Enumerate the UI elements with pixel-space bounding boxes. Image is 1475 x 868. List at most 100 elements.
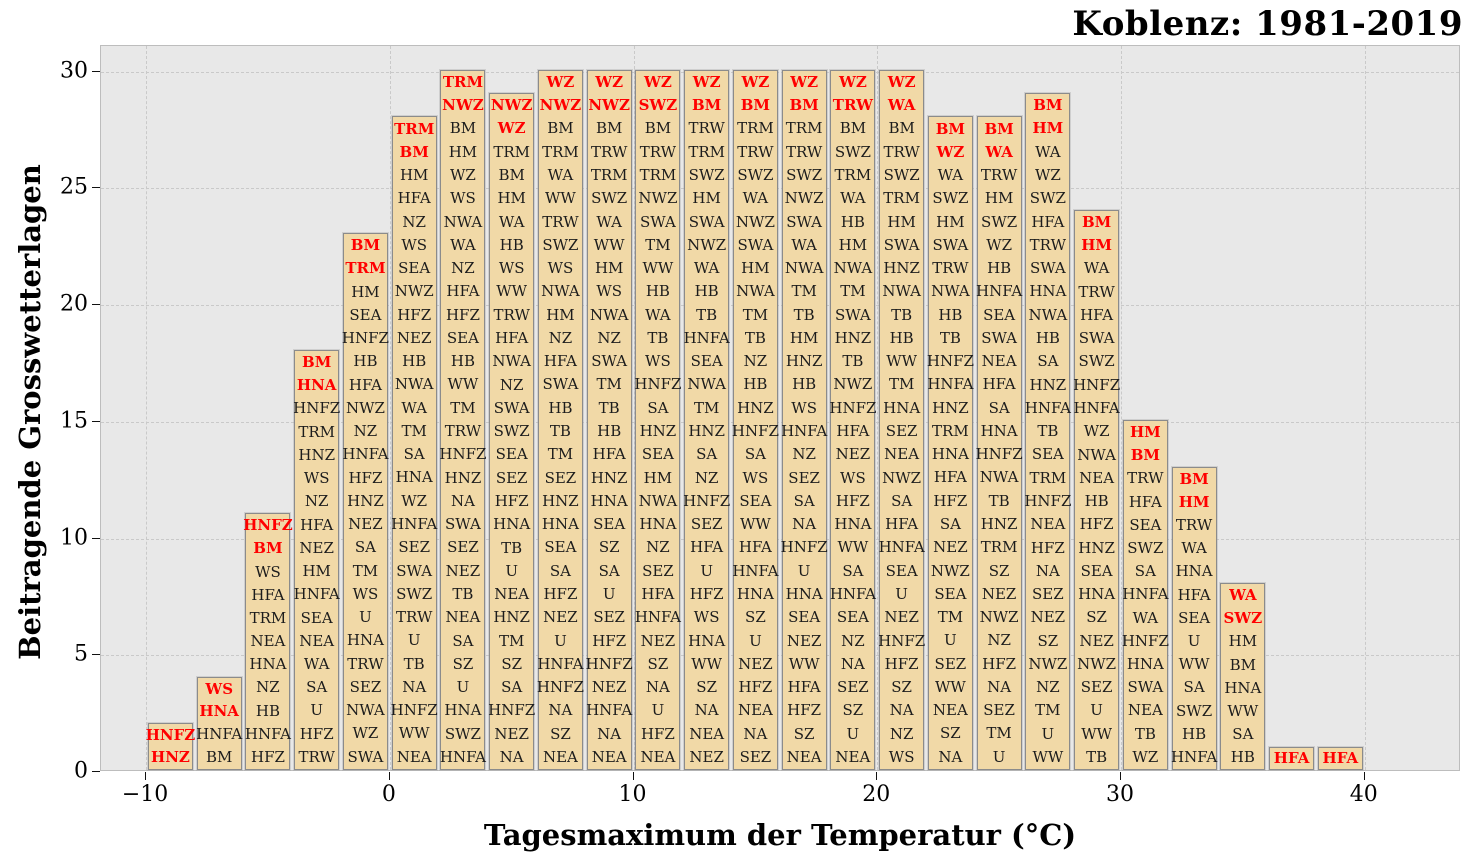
gwl-cell: HFA bbox=[1273, 748, 1310, 767]
gwl-cell: WZ bbox=[1083, 422, 1110, 441]
gwl-cell: SEZ bbox=[788, 468, 820, 487]
gwl-cell: SWA bbox=[396, 561, 433, 580]
gwl-cell: HNZ bbox=[298, 445, 335, 464]
gwl-cell: WZ bbox=[692, 72, 721, 91]
gwl-cell: TRM bbox=[1029, 468, 1067, 487]
gwl-cell: NEZ bbox=[543, 608, 578, 627]
gwl-cell: HFA bbox=[787, 678, 821, 697]
gwl-cell: BM bbox=[789, 96, 819, 115]
gwl-cell: HNFA bbox=[1171, 747, 1218, 766]
y-tick-mark bbox=[92, 654, 100, 656]
gwl-cell: TRM bbox=[639, 165, 677, 184]
gwl-cell: TRM bbox=[394, 119, 435, 138]
gwl-cell: NWZ bbox=[442, 96, 484, 115]
gwl-cell: TB bbox=[744, 328, 766, 347]
gwl-cell: HFZ bbox=[445, 305, 480, 324]
gwl-cell: U bbox=[1041, 724, 1055, 743]
gwl-cell: HFA bbox=[592, 445, 626, 464]
gwl-cell: BM bbox=[498, 166, 525, 185]
gwl-cell: SEZ bbox=[690, 515, 723, 534]
gwl-cell: BM bbox=[449, 119, 477, 138]
gwl-cell: HNFZ bbox=[829, 398, 877, 417]
temperature-bar-17C: WZ BM TRM TRW SWZ NWZ SWA WA NWA TM TB HM HNZ HB WS HNF… bbox=[781, 69, 828, 770]
gwl-cell: WS bbox=[596, 282, 623, 301]
gwl-cell: NWA bbox=[1028, 305, 1068, 324]
temperature-bar-21C: WZ WA BM TRW SWZ TRM HM SWA HNZ NWA TB HB WW TM HNA SEZ… bbox=[878, 69, 925, 770]
gwl-cell: TB bbox=[988, 491, 1010, 510]
gwl-cell: HFZ bbox=[738, 678, 773, 697]
gwl-cell: HNZ bbox=[785, 352, 823, 371]
gwl-cell: SEA bbox=[788, 608, 821, 627]
gwl-cell: NA bbox=[743, 724, 768, 743]
gwl-cell: WA bbox=[1132, 608, 1159, 627]
gwl-cell: HFZ bbox=[543, 585, 578, 604]
gwl-cell: TM bbox=[840, 282, 866, 301]
gwl-cell: U bbox=[944, 631, 957, 650]
gwl-cell: TRW bbox=[883, 142, 920, 161]
gwl-cell: SEA bbox=[544, 538, 577, 557]
gwl-cell: HM bbox=[887, 212, 916, 231]
gwl-cell: SWA bbox=[688, 212, 725, 231]
gwl-cell: NZ bbox=[694, 468, 719, 487]
gwl-cell: TRW bbox=[1127, 469, 1164, 488]
gwl-cell: WZ bbox=[986, 235, 1013, 254]
plot-area: HNFZ HNZ WS HNA HNFA BM HNFZ BM WS HFA TRM NEA HNA NZ… bbox=[100, 45, 1460, 771]
gwl-cell: HM bbox=[1032, 119, 1064, 138]
gwl-cell: SEA bbox=[398, 259, 431, 278]
gwl-cell: NZ bbox=[548, 328, 573, 347]
gwl-cell: TRM bbox=[590, 165, 628, 184]
vertical-gridline bbox=[146, 46, 148, 770]
gwl-cell: TRM bbox=[785, 119, 823, 138]
gwl-cell: TM bbox=[888, 375, 915, 394]
gwl-cell: HNFA bbox=[1024, 398, 1071, 417]
gwl-cell: SWA bbox=[834, 305, 871, 324]
gwl-cell: HNA bbox=[395, 468, 433, 487]
gwl-cell: SA bbox=[647, 398, 669, 417]
gwl-cell: SWA bbox=[347, 747, 384, 766]
x-tick-mark bbox=[1120, 772, 1121, 780]
gwl-cell: NEA bbox=[396, 747, 432, 766]
gwl-cell: HNFA bbox=[586, 701, 633, 720]
gwl-cell: WZ bbox=[1034, 166, 1061, 185]
gwl-cell: HNA bbox=[1029, 282, 1067, 301]
gwl-cell: HNA bbox=[883, 398, 921, 417]
gwl-cell: WA bbox=[1035, 142, 1061, 161]
gwl-cell: SZ bbox=[793, 724, 815, 743]
gwl-cell: SEZ bbox=[934, 654, 967, 673]
gwl-cell: SEA bbox=[983, 305, 1016, 324]
gwl-cell: NA bbox=[792, 515, 817, 534]
gwl-cell: SA bbox=[939, 515, 961, 534]
gwl-cell: WS bbox=[888, 747, 915, 766]
gwl-cell: SEA bbox=[641, 445, 674, 464]
gwl-cell: HNFA bbox=[244, 724, 292, 743]
temperature-bar-1C: TRM BM HM HFA NZ WS SEA NWZ HFZ NEZ HB NWA WA TM SA HNA… bbox=[391, 116, 438, 770]
gwl-cell: WS bbox=[840, 468, 866, 487]
gwl-cell: BM bbox=[644, 119, 672, 138]
gwl-cell: HFA bbox=[1128, 492, 1162, 511]
gwl-cell: U bbox=[505, 561, 518, 580]
gwl-cell: SWZ bbox=[834, 142, 871, 161]
gwl-cell: HNZ bbox=[834, 328, 872, 347]
gwl-cell: SA bbox=[842, 561, 864, 580]
gwl-cell: NEZ bbox=[738, 654, 773, 673]
gwl-cell: HM bbox=[741, 259, 770, 278]
gwl-cell: SEZ bbox=[593, 608, 625, 627]
gwl-cell: HFZ bbox=[592, 631, 627, 650]
temperature-bar-3C: TRM NWZ BM HM WZ WS NWA WA NZ HFA HFZ SEA HB WW TM TRW H… bbox=[439, 69, 486, 770]
gwl-cell: HNA bbox=[785, 585, 823, 604]
gwl-cell: TRW bbox=[737, 142, 774, 161]
gwl-cell: WW bbox=[1178, 655, 1210, 674]
gwl-cell: HNFA bbox=[391, 515, 438, 534]
gwl-cell: NA bbox=[889, 701, 914, 720]
gwl-cell: SZ bbox=[598, 538, 620, 557]
gwl-cell: HFA bbox=[348, 375, 382, 394]
gwl-cell: NA bbox=[1035, 561, 1060, 580]
gwl-cell: TM bbox=[450, 398, 476, 417]
gwl-cell: SEA bbox=[446, 328, 479, 347]
gwl-cell: NEA bbox=[981, 352, 1017, 371]
gwl-cell: WW bbox=[642, 259, 674, 278]
gwl-cell: SA bbox=[501, 678, 523, 697]
gwl-cell: HM bbox=[838, 235, 868, 254]
gwl-cell: HNFZ bbox=[634, 375, 682, 394]
gwl-cell: SWZ bbox=[786, 165, 823, 184]
